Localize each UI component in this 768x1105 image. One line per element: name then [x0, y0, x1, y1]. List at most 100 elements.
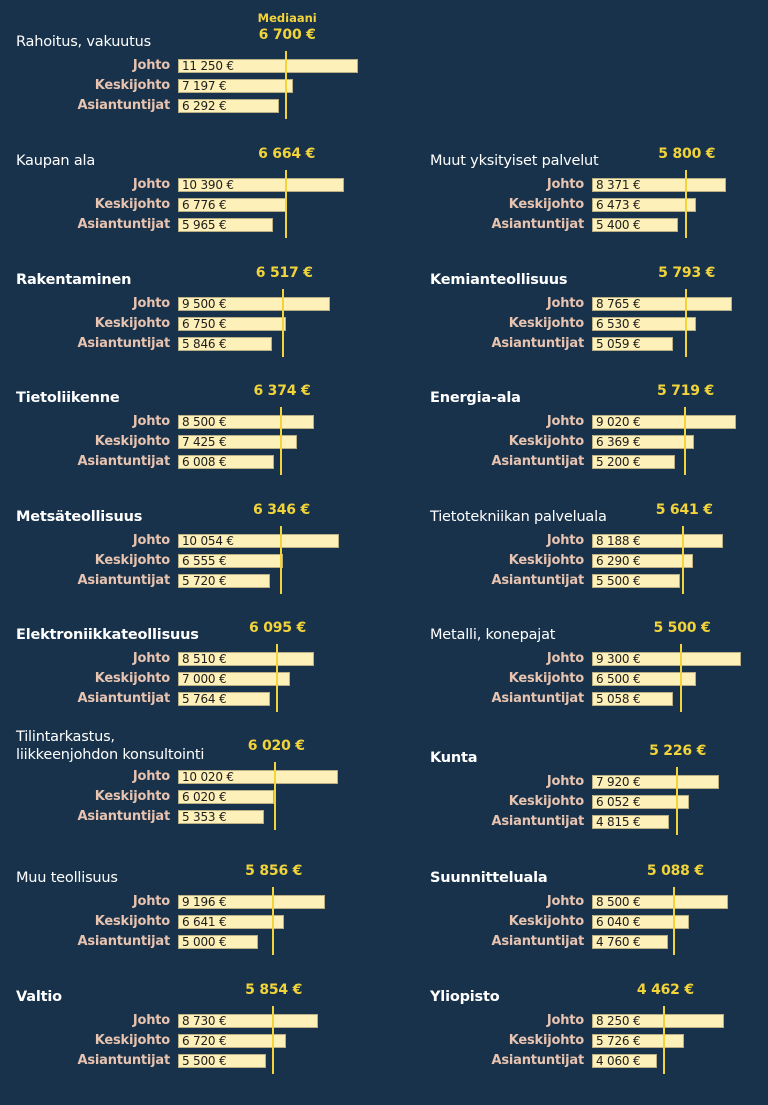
industry-title: Rakentaminen [16, 272, 132, 288]
salary-bar: 6 040 € [592, 915, 689, 929]
median-line [271, 1006, 274, 1074]
industry-title: liikkeenjohdon konsultointi [16, 747, 205, 763]
row-label: Keskijohto [94, 316, 170, 331]
median-line [684, 170, 687, 238]
salary-bar: 8 500 € [592, 895, 728, 909]
row-label: Keskijohto [508, 914, 584, 929]
salary-bar: 9 020 € [592, 415, 737, 429]
salary-bar: 9 196 € [178, 895, 326, 909]
row-label: Keskijohto [94, 914, 170, 929]
industry-title: Elektroniikkateollisuus [16, 627, 199, 643]
industry-title: Tilintarkastus, [16, 729, 115, 745]
salary-bar: 5 726 € [592, 1034, 684, 1048]
salary-bar: 6 020 € [178, 790, 275, 804]
salary-bar: 4 760 € [592, 935, 669, 949]
median-value: 5 226 € [649, 743, 707, 759]
row-label: Johto [546, 1013, 584, 1028]
row-label: Keskijohto [94, 671, 170, 686]
salary-bar: 6 473 € [592, 198, 696, 212]
salary-bar: 6 292 € [178, 99, 279, 113]
industry-title: Yliopisto [430, 989, 500, 1005]
median-value: 5 793 € [658, 265, 716, 281]
row-label: Keskijohto [94, 553, 170, 568]
industry-title: Energia-ala [430, 390, 521, 406]
median-heading: Mediaani [257, 11, 317, 25]
row-label: Keskijohto [94, 197, 170, 212]
median-line [285, 51, 288, 119]
salary-bar: 11 250 € [178, 59, 358, 73]
row-label: Keskijohto [94, 1033, 170, 1048]
median-line [682, 526, 685, 594]
row-label: Johto [132, 894, 170, 909]
row-label: Keskijohto [508, 197, 584, 212]
salary-bar: 5 846 € [178, 337, 272, 351]
salary-bar: 8 371 € [592, 178, 726, 192]
row-label: Asiantuntijat [491, 217, 584, 232]
industry-panel [414, 0, 768, 118]
salary-bar: 6 750 € [178, 317, 286, 331]
median-value: 5 641 € [655, 502, 713, 518]
median-line [279, 407, 282, 475]
salary-bar: 10 054 € [178, 534, 339, 548]
salary-bar: 4 060 € [592, 1054, 657, 1068]
salary-bar: 5 000 € [178, 935, 258, 949]
row-label: Keskijohto [94, 789, 170, 804]
row-label: Johto [546, 296, 584, 311]
salary-bar: 9 300 € [592, 652, 741, 666]
row-label: Asiantuntijat [491, 336, 584, 351]
salary-bar: 5 720 € [178, 574, 270, 588]
row-label: Johto [132, 414, 170, 429]
row-label: Asiantuntijat [77, 1053, 170, 1068]
industry-panel [0, 0, 384, 118]
salary-bar: 6 008 € [178, 455, 275, 469]
salary-bar: 4 815 € [592, 815, 670, 829]
salary-bar: 6 555 € [178, 554, 283, 568]
row-label: Asiantuntijat [77, 809, 170, 824]
median-line [683, 407, 686, 475]
industry-title: Kaupan ala [16, 153, 96, 169]
row-label: Asiantuntijat [77, 98, 170, 113]
row-label: Johto [546, 414, 584, 429]
row-label: Keskijohto [508, 434, 584, 449]
median-line [274, 762, 277, 830]
salary-bar: 8 188 € [592, 534, 723, 548]
industry-title: Tietotekniikan palveluala [430, 509, 607, 525]
median-value: 6 517 € [255, 265, 313, 281]
median-line [284, 170, 287, 238]
salary-bar: 8 730 € [178, 1014, 318, 1028]
median-line [684, 289, 687, 357]
row-label: Johto [132, 533, 170, 548]
industry-title: Kunta [430, 750, 478, 766]
row-label: Johto [132, 769, 170, 784]
row-label: Asiantuntijat [77, 934, 170, 949]
row-label: Asiantuntijat [77, 691, 170, 706]
row-label: Johto [546, 894, 584, 909]
salary-bar: 8 510 € [178, 652, 315, 666]
industry-title: Rahoitus, vakuutus [16, 34, 152, 50]
median-value: 5 854 € [245, 982, 303, 998]
salary-bar: 7 000 € [178, 672, 290, 686]
row-label: Johto [132, 1013, 170, 1028]
median-line [675, 767, 678, 835]
salary-bar: 5 058 € [592, 692, 673, 706]
row-label: Asiantuntijat [491, 934, 584, 949]
industry-title: Metalli, konepajat [430, 627, 556, 643]
row-label: Johto [132, 296, 170, 311]
median-value: 5 800 € [658, 146, 716, 162]
median-value: 5 088 € [646, 863, 704, 879]
median-line [673, 887, 676, 955]
salary-bar: 9 500 € [178, 297, 330, 311]
salary-bar: 5 200 € [592, 455, 676, 469]
salary-bar: 6 720 € [178, 1034, 286, 1048]
row-label: Johto [546, 177, 584, 192]
salary-bar: 7 425 € [178, 435, 297, 449]
salary-bar: 5 500 € [178, 1054, 266, 1068]
median-value: 6 664 € [258, 146, 316, 162]
row-label: Keskijohto [94, 434, 170, 449]
row-label: Keskijohto [508, 671, 584, 686]
salary-bar: 7 197 € [178, 79, 294, 93]
salary-bar: 5 059 € [592, 337, 673, 351]
industry-title: Kemianteollisuus [430, 272, 568, 288]
median-value: 5 500 € [653, 620, 711, 636]
row-label: Keskijohto [508, 1033, 584, 1048]
